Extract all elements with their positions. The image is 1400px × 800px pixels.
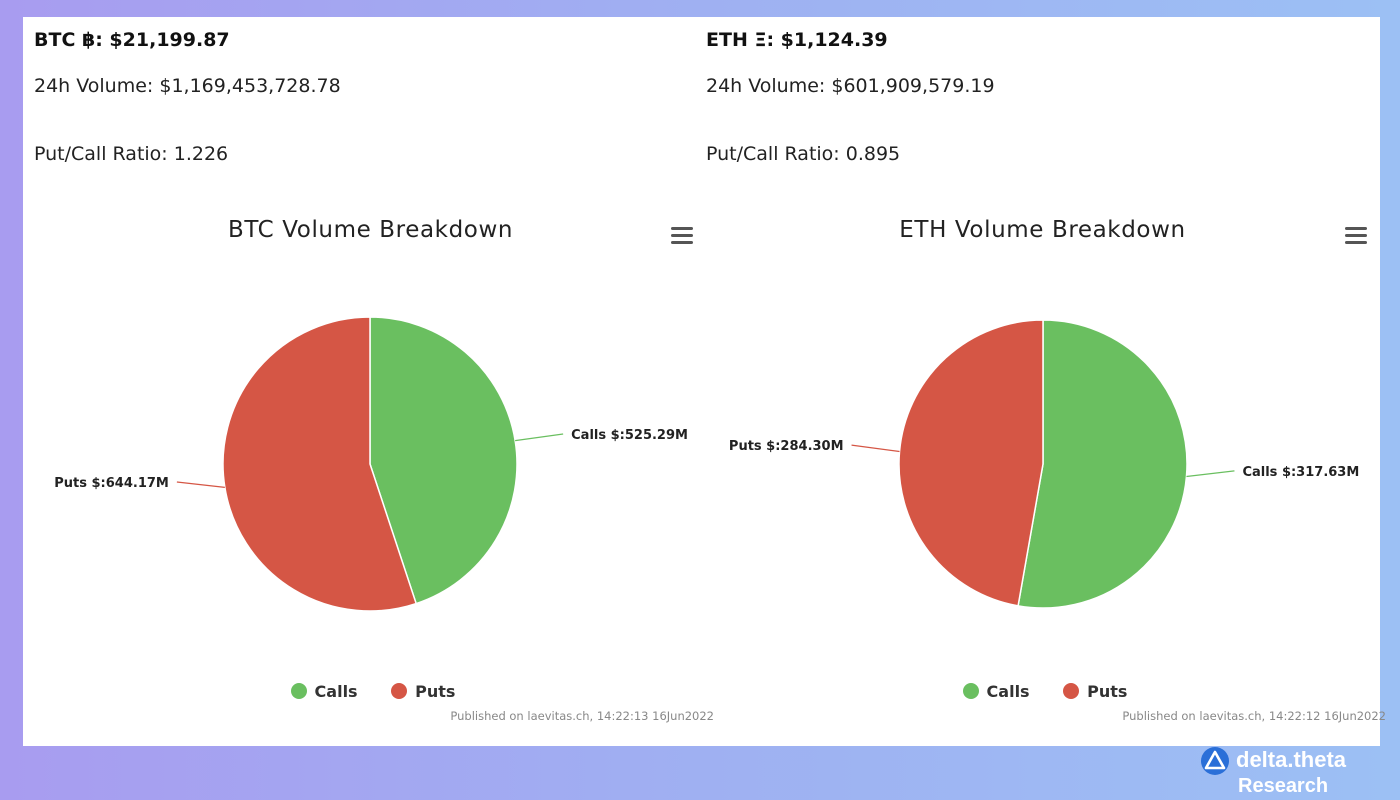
btc-pie-chart: Calls $:525.29M Puts $:644.17M	[54, 316, 688, 612]
calls-color-dot	[290, 683, 307, 699]
legend-label-calls: Calls	[986, 682, 1030, 701]
delta-triangle-icon	[1201, 747, 1229, 775]
btc-price: BTC ฿: $21,199.87	[34, 29, 230, 51]
eth-panel: ETH Ξ: $1,124.39 24h Volume: $601,909,57…	[695, 17, 1386, 746]
btc-credits[interactable]: Published on laevitas.ch, 14:22:13 16Jun…	[450, 709, 714, 723]
eth-put-call-ratio: Put/Call Ratio: 0.895	[706, 143, 901, 165]
connector-calls	[1186, 470, 1235, 478]
pie-slice-puts[interactable]	[222, 316, 418, 612]
puts-color-dot	[1063, 683, 1080, 699]
legend-item-puts[interactable]: Puts	[1063, 682, 1127, 701]
data-label-puts: Puts $:284.30M	[729, 439, 844, 454]
eth-chart-title: ETH Volume Breakdown	[899, 217, 1186, 243]
connector-puts	[851, 444, 900, 453]
pie-slice-calls[interactable]	[1017, 319, 1188, 609]
brand-sub: Research	[1238, 775, 1329, 797]
data-label-puts: Puts $:644.17M	[54, 476, 169, 491]
calls-color-dot	[962, 683, 979, 699]
legend-label-calls: Calls	[314, 682, 358, 701]
puts-color-dot	[391, 683, 408, 699]
btc-chart-title: BTC Volume Breakdown	[227, 217, 514, 243]
brand-watermark: delta.theta Research	[1198, 743, 1388, 798]
btc-legend: Calls Puts	[23, 682, 723, 701]
legend-item-calls[interactable]: Calls	[290, 682, 358, 701]
connector-calls	[515, 433, 564, 442]
data-label-calls: Calls $:317.63M	[1242, 465, 1359, 480]
btc-volume: 24h Volume: $1,169,453,728.78	[34, 75, 341, 97]
legend-item-puts[interactable]: Puts	[391, 682, 455, 701]
legend-label-puts: Puts	[415, 682, 456, 701]
eth-volume: 24h Volume: $601,909,579.19	[706, 75, 995, 97]
eth-price: ETH Ξ: $1,124.39	[706, 29, 888, 51]
btc-panel: BTC ฿: $21,199.87 24h Volume: $1,169,453…	[23, 17, 714, 746]
data-label-calls: Calls $:525.29M	[571, 428, 688, 443]
pie-slice-calls[interactable]	[369, 316, 518, 605]
eth-legend: Calls Puts	[695, 682, 1395, 701]
connector-puts	[176, 481, 225, 488]
eth-chart-menu-icon[interactable]	[1345, 227, 1367, 245]
btc-chart-menu-icon[interactable]	[671, 227, 693, 245]
legend-label-puts: Puts	[1087, 682, 1128, 701]
brand-name: delta.theta	[1236, 747, 1347, 772]
dashboard-card: BTC ฿: $21,199.87 24h Volume: $1,169,453…	[23, 17, 1386, 746]
btc-put-call-ratio: Put/Call Ratio: 1.226	[34, 143, 229, 165]
eth-pie-chart: Calls $:317.63M Puts $:284.30M	[729, 319, 1359, 609]
legend-item-calls[interactable]: Calls	[962, 682, 1030, 701]
pie-slice-puts[interactable]	[898, 319, 1044, 607]
eth-credits[interactable]: Published on laevitas.ch, 14:22:12 16Jun…	[1122, 709, 1386, 723]
